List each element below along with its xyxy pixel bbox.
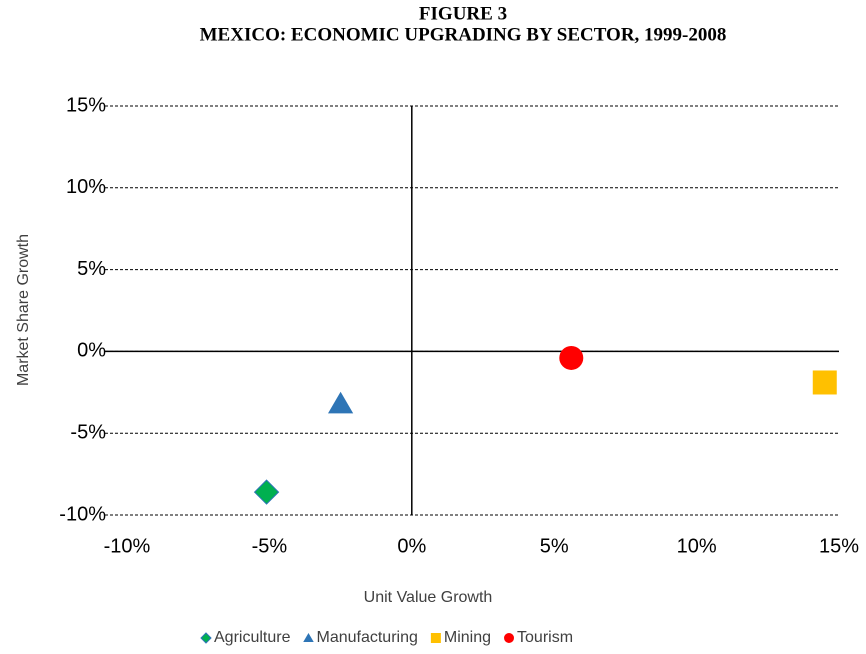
legend-marker [504,633,515,643]
x-tick-label: -5% [252,535,288,557]
legend-label: Mining [444,629,491,646]
y-axis-label: Market Share Growth [15,234,32,386]
x-tick-label: 15% [819,535,859,557]
point [812,370,837,395]
legend-marker [303,633,314,642]
chart-title: FIGURE 3 [419,3,507,24]
point [253,479,280,505]
x-tick-label: 5% [540,535,569,557]
legend-label: Tourism [517,629,573,646]
y-tick-label: 10% [66,176,106,198]
y-tick-label: -5% [70,421,106,443]
y-tick-label: 0% [77,340,106,362]
legend-marker [430,633,441,643]
point [559,345,584,370]
y-tick-label: 5% [77,258,106,280]
legend-label: Agriculture [214,629,291,646]
x-tick-label: 0% [397,535,426,557]
point [328,391,354,414]
chart-subtitle: MEXICO: ECONOMIC UPGRADING BY SECTOR, 19… [200,24,727,45]
x-tick-label: 10% [677,535,717,557]
legend-label: Manufacturing [316,629,417,646]
y-tick-label: -10% [59,503,106,525]
legend-marker [200,632,212,644]
y-tick-label: 15% [66,94,106,116]
x-axis-label: Unit Value Growth [364,589,493,606]
x-tick-label: -10% [104,535,151,557]
